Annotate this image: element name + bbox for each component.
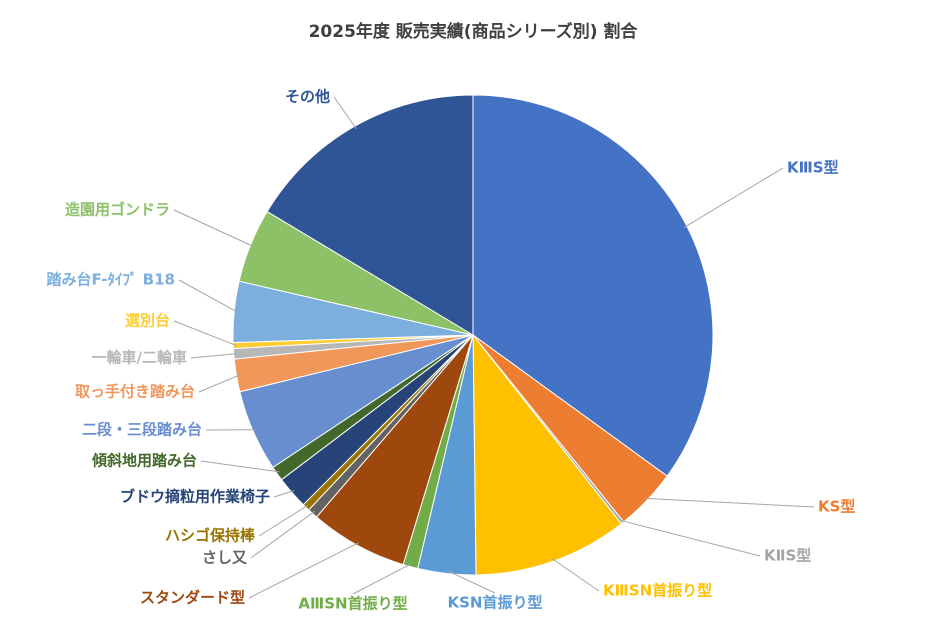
slice-label: ブドウ摘粒用作業椅子 — [120, 488, 270, 506]
slice-label: 一輪車/二輪車 — [92, 349, 187, 367]
slice-label: 二段・三段踏み台 — [82, 421, 202, 439]
slice-label: KSN首振り型 — [448, 594, 543, 612]
slice-label: その他 — [285, 88, 330, 106]
slice-label: 踏み台F-ﾀｲﾌﾟ B18 — [46, 271, 175, 289]
leader-line — [333, 96, 357, 130]
leader-line — [620, 519, 761, 557]
leader-line — [273, 490, 295, 498]
chart-title: 2025年度 販売実績(商品シリーズ別) 割合 — [309, 21, 639, 42]
slice-label: スタンダード型 — [140, 589, 245, 607]
slice-label: AⅢSN首振り型 — [298, 595, 407, 613]
slice-label: さし又 — [202, 549, 248, 567]
slice-label: KⅢSN首振り型 — [603, 582, 712, 600]
leader-line — [173, 320, 237, 346]
leader-line — [644, 497, 815, 508]
leader-line — [178, 279, 238, 313]
leader-line — [352, 563, 412, 595]
leader-line — [258, 504, 309, 537]
leader-line — [551, 558, 600, 592]
leader-line — [446, 570, 496, 594]
leader-line — [683, 167, 784, 228]
leader-line — [198, 374, 240, 393]
leader-line — [250, 510, 315, 559]
slice-label: KⅢS型 — [787, 159, 839, 177]
slice-label: 傾斜地用踏み台 — [91, 452, 197, 470]
leader-line — [200, 460, 280, 473]
leader-line — [248, 542, 360, 599]
leader-line — [190, 353, 237, 359]
slice-label: KS型 — [818, 498, 855, 516]
slice-label: 選別台 — [125, 312, 170, 330]
slice-label: KⅡS型 — [764, 547, 811, 565]
slice-label: 造園用ゴンドラ — [65, 201, 170, 219]
pie-slice — [472, 333, 622, 576]
slice-label: ハシゴ保持棒 — [165, 527, 256, 545]
leader-line — [173, 209, 254, 247]
slice-label: 取っ手付き踏み台 — [75, 383, 195, 401]
